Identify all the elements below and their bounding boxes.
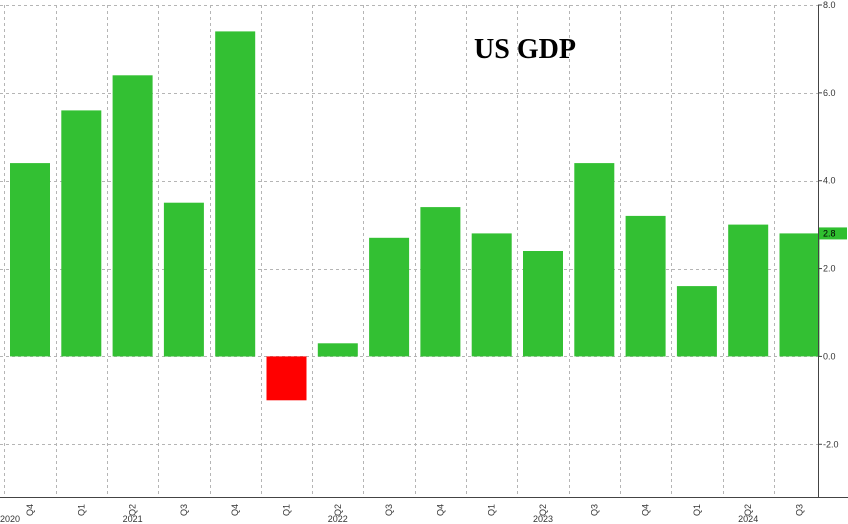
chart-title: US GDP bbox=[474, 34, 576, 65]
bars bbox=[10, 31, 820, 401]
bar bbox=[420, 207, 461, 357]
x-tick-label: Q1 bbox=[692, 504, 702, 516]
last-value-label: 2.8 bbox=[823, 228, 836, 238]
year-label: 2024 bbox=[738, 514, 758, 524]
y-tick-label: 8.0 bbox=[823, 0, 836, 10]
bar bbox=[523, 251, 563, 357]
y-tick-label: -2.0 bbox=[823, 439, 839, 449]
x-tick-label: Q4 bbox=[435, 504, 445, 516]
x-tick-label: Q4 bbox=[641, 504, 651, 516]
x-tick-label: Q3 bbox=[589, 504, 599, 516]
x-tick-label: Q2 bbox=[538, 504, 548, 516]
bar bbox=[676, 286, 717, 357]
x-tick-label: Q2 bbox=[128, 504, 138, 516]
bar bbox=[728, 224, 769, 357]
bar bbox=[10, 163, 50, 357]
bar bbox=[471, 233, 512, 357]
x-tick-label: Q2 bbox=[333, 504, 343, 516]
x-tick-label: Q4 bbox=[25, 504, 35, 516]
bar bbox=[112, 75, 153, 357]
x-tick-label: Q3 bbox=[384, 504, 394, 516]
y-tick-label: 0.0 bbox=[823, 351, 836, 361]
y-tick-label: 2.0 bbox=[823, 264, 836, 274]
bar bbox=[61, 110, 102, 357]
bar bbox=[779, 233, 820, 357]
y-tick-label: 6.0 bbox=[823, 88, 836, 98]
year-label: 2020 bbox=[0, 514, 20, 524]
bar bbox=[163, 202, 204, 357]
y-tick-label: 4.0 bbox=[823, 176, 836, 186]
x-tick-label: Q3 bbox=[179, 504, 189, 516]
x-tick-label: Q1 bbox=[282, 504, 292, 516]
x-tick-label: Q1 bbox=[76, 504, 86, 516]
bar bbox=[369, 237, 410, 357]
x-tick-label: Q4 bbox=[230, 504, 240, 516]
bar bbox=[625, 215, 666, 357]
year-label: 2022 bbox=[328, 514, 348, 524]
bar bbox=[317, 343, 358, 357]
bar bbox=[215, 31, 256, 357]
bar bbox=[266, 356, 307, 401]
year-label: 2021 bbox=[123, 514, 143, 524]
x-tick-label: Q3 bbox=[795, 504, 805, 516]
x-tick-label: Q2 bbox=[743, 504, 753, 516]
bar bbox=[574, 163, 615, 357]
x-tick-label: Q1 bbox=[487, 504, 497, 516]
last-value-marker bbox=[819, 227, 847, 240]
year-label: 2023 bbox=[533, 514, 553, 524]
